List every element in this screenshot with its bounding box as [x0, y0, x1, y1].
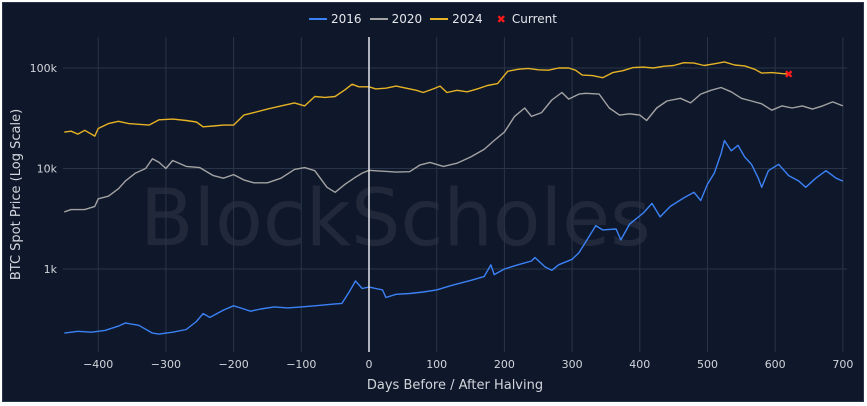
line-swatch-icon [430, 18, 449, 20]
legend-item-2024[interactable]: 2024 [430, 12, 483, 26]
x-tick-label: 0 [366, 358, 373, 371]
y-tick-label: 100k [30, 62, 58, 75]
series-line-2024[interactable] [64, 61, 789, 137]
x-tick-label: 200 [494, 358, 515, 371]
legend-label: Current [511, 12, 557, 26]
y-axis-title: BTC Spot Price (Log Scale) [9, 109, 24, 280]
x-tick-label: −200 [218, 358, 248, 371]
current-marker-icon[interactable]: ✖ [784, 68, 793, 81]
x-marker-icon: ✖ [496, 12, 506, 26]
x-tick-label: −300 [151, 358, 181, 371]
legend-label: 2016 [331, 12, 362, 26]
watermark-text: BlockScholes [140, 174, 651, 264]
chart-legend: 2016 2020 2024 ✖ Current [3, 12, 863, 26]
legend-item-2020[interactable]: 2020 [369, 12, 423, 26]
chart-frame: 2016 2020 2024 ✖ Current [2, 2, 864, 402]
y-tick-label: 10k [37, 163, 58, 176]
x-tick-label: 300 [562, 358, 583, 371]
legend-label: 2024 [452, 12, 483, 26]
x-tick-label: 100 [426, 358, 447, 371]
line-swatch-icon [309, 18, 328, 20]
x-tick-label: −100 [286, 358, 316, 371]
x-tick-label: −400 [83, 358, 113, 371]
x-tick-label: 600 [765, 358, 786, 371]
x-tick-label: 400 [629, 358, 650, 371]
series-line-2016[interactable] [64, 139, 844, 335]
series-line-2020[interactable] [64, 86, 844, 213]
legend-item-2016[interactable]: 2016 [309, 12, 362, 26]
legend-label: 2020 [391, 12, 423, 26]
legend-item-current[interactable]: ✖ Current [491, 12, 557, 26]
x-tick-label: 700 [832, 358, 853, 371]
line-swatch-icon [369, 18, 388, 20]
x-tick-label: 500 [697, 358, 718, 371]
x-axis-title: Days Before / After Halving [367, 378, 543, 393]
y-tick-label: 1k [44, 263, 58, 276]
